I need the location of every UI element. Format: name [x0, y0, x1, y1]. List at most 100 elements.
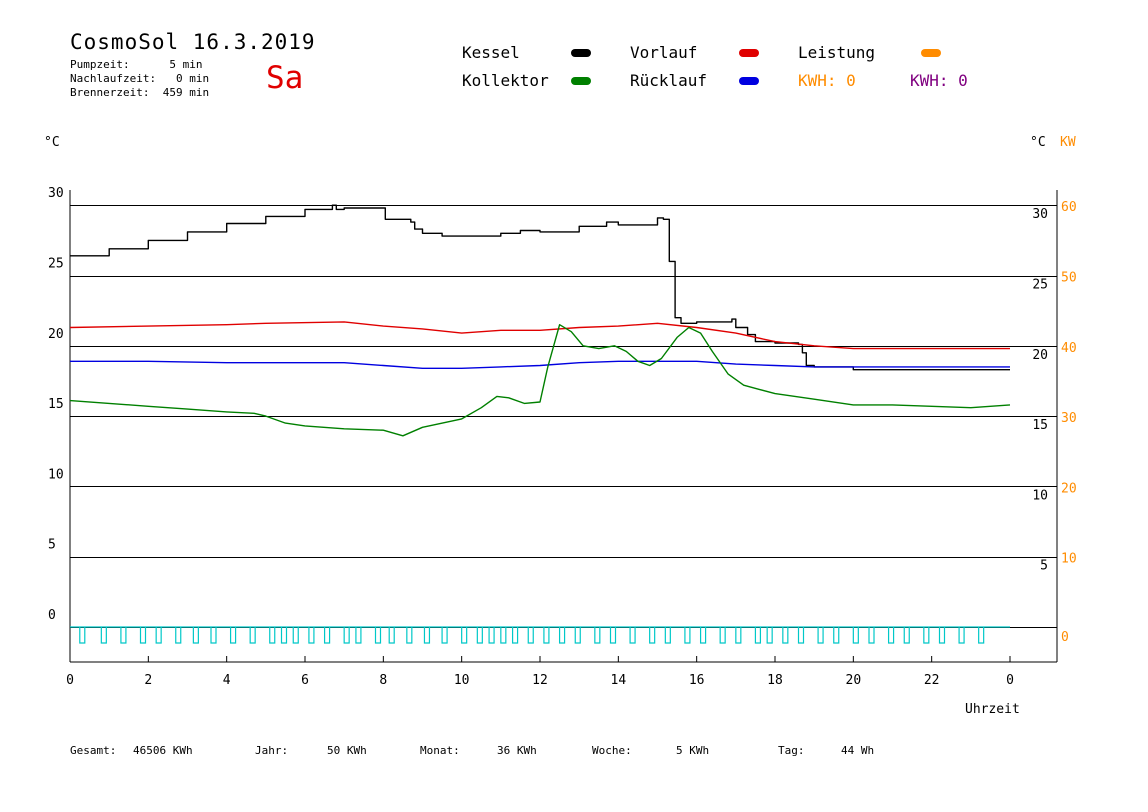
pump-pulse — [574, 627, 581, 644]
pump-pulse — [79, 627, 86, 644]
y2-tick-label: 60 — [1061, 200, 1077, 215]
x-axis-label: Uhrzeit — [965, 702, 1020, 717]
legend-leistung-swatch — [921, 49, 941, 57]
pump-pulse — [754, 627, 762, 644]
x-tick-label: 0 — [66, 673, 74, 688]
x-tick-label: 8 — [379, 673, 387, 688]
y-tick-label-left: 20 — [48, 327, 64, 342]
pump-pulse — [923, 627, 930, 644]
y2-tick-label: 40 — [1061, 341, 1077, 356]
legend-kessel-label: Kessel — [462, 43, 520, 62]
pump-pulse — [476, 627, 483, 644]
legend-kollektor-swatch — [571, 77, 591, 85]
pump-pulse — [155, 627, 162, 644]
pump-pulse — [868, 627, 875, 644]
pump-pulse — [817, 627, 824, 644]
pump-pulse — [192, 627, 199, 644]
pump-pulse — [684, 627, 691, 644]
pump-pulse — [735, 627, 742, 644]
x-tick-label: 18 — [767, 673, 783, 688]
footer-tag-label: Tag: — [778, 744, 805, 757]
x-tick-label: 16 — [689, 673, 705, 688]
pump-pulse — [423, 627, 431, 644]
pump-pulse — [558, 627, 566, 644]
pump-pulse — [406, 627, 413, 644]
x-tick-label: 14 — [611, 673, 627, 688]
pump-pulse — [782, 627, 789, 644]
footer-tag-value: 44 Wh — [841, 744, 875, 757]
footer-jahr-label: Jahr: — [255, 744, 289, 757]
footer-woche-value: 5 KWh — [676, 744, 710, 757]
pump-pulse — [629, 627, 636, 644]
pump-pulse — [120, 627, 127, 644]
footer-gesamt-label: Gesamt: — [70, 744, 117, 757]
pump-pulse — [500, 627, 507, 644]
nachlaufzeit-text: Nachlaufzeit: 0 min — [70, 72, 210, 85]
left-axis-unit: °C — [44, 135, 60, 150]
y-tick-label-left: 25 — [48, 257, 64, 272]
brennerzeit-text: Brennerzeit: 459 min — [70, 86, 210, 99]
pump-pulse — [594, 627, 601, 644]
legend-ruecklauf-swatch — [739, 77, 759, 85]
series-line-kessel — [70, 204, 1010, 371]
legend-vorlauf-swatch — [739, 49, 759, 57]
legend-kollektor-label: Kollektor — [462, 71, 549, 90]
y-tick-label-left: 15 — [48, 397, 64, 412]
legend-kwh-second: KWH: 0 — [910, 71, 968, 90]
pumpzeit-text: Pumpzeit: 5 min — [70, 58, 203, 71]
series-line-vorlauf — [69, 321, 1010, 350]
pump-pulse — [175, 627, 182, 644]
pump-pulse — [355, 627, 362, 644]
pump-pulse — [649, 627, 656, 644]
y2-tick-label: 50 — [1061, 271, 1077, 286]
footer-monat-value: 36 KWh — [497, 744, 537, 757]
pump-pulse — [527, 627, 534, 644]
legend-ruecklauf-label: Rücklauf — [630, 71, 708, 90]
pump-pulse — [938, 627, 946, 644]
y-tick-label-left: 5 — [48, 538, 56, 553]
footer-woche-label: Woche: — [592, 744, 632, 757]
x-tick-label: 10 — [454, 673, 470, 688]
pump-pulse — [343, 627, 350, 644]
y-tick-label-right: 10 — [1032, 488, 1048, 503]
y2-tick-label: 0 — [1061, 630, 1069, 645]
pump-pulse — [441, 627, 448, 644]
x-tick-label: 22 — [924, 673, 940, 688]
legend-kwh-leistung: KWH: 0 — [798, 71, 856, 90]
y-tick-label-left: 30 — [48, 186, 64, 201]
pump-pulse — [249, 627, 256, 644]
x-tick-label: 20 — [846, 673, 862, 688]
right-axis-unit: °C — [1030, 135, 1046, 150]
pump-pulse — [374, 627, 382, 644]
y-tick-label-left: 10 — [48, 467, 64, 482]
chart-title: CosmoSol 16.3.2019 — [70, 30, 316, 54]
pump-pulse — [664, 627, 671, 644]
pump-pulse — [292, 627, 299, 644]
pump-pulse — [229, 627, 237, 644]
x-tick-label: 0 — [1006, 673, 1014, 688]
y-tick-label-right: 30 — [1032, 207, 1048, 222]
pump-pulse — [719, 627, 726, 644]
weekday-label: Sa — [266, 60, 304, 96]
pump-pulse — [461, 627, 468, 644]
pump-pulse — [511, 627, 519, 644]
footer-gesamt-value: 46506 KWh — [133, 744, 193, 757]
pump-pulse — [903, 627, 910, 644]
pump-pulse — [388, 627, 395, 644]
pump-pulse — [280, 627, 288, 644]
pump-pulse — [797, 627, 805, 644]
legend-vorlauf-label: Vorlauf — [630, 43, 698, 62]
y-tick-label-right: 20 — [1032, 348, 1048, 363]
pump-pulse — [699, 627, 707, 644]
pump-pulse — [139, 627, 147, 644]
legend-leistung-label: Leistung — [798, 43, 876, 62]
x-tick-label: 4 — [223, 673, 231, 688]
y2-tick-label: 20 — [1061, 481, 1077, 496]
y-tick-label-right: 15 — [1032, 418, 1048, 433]
pump-pulse — [323, 627, 331, 644]
footer-jahr-value: 50 KWh — [327, 744, 367, 757]
y-tick-label-left: 0 — [48, 608, 56, 623]
series-line-ruecklauf — [70, 360, 1010, 369]
pump-pulse — [210, 627, 217, 644]
